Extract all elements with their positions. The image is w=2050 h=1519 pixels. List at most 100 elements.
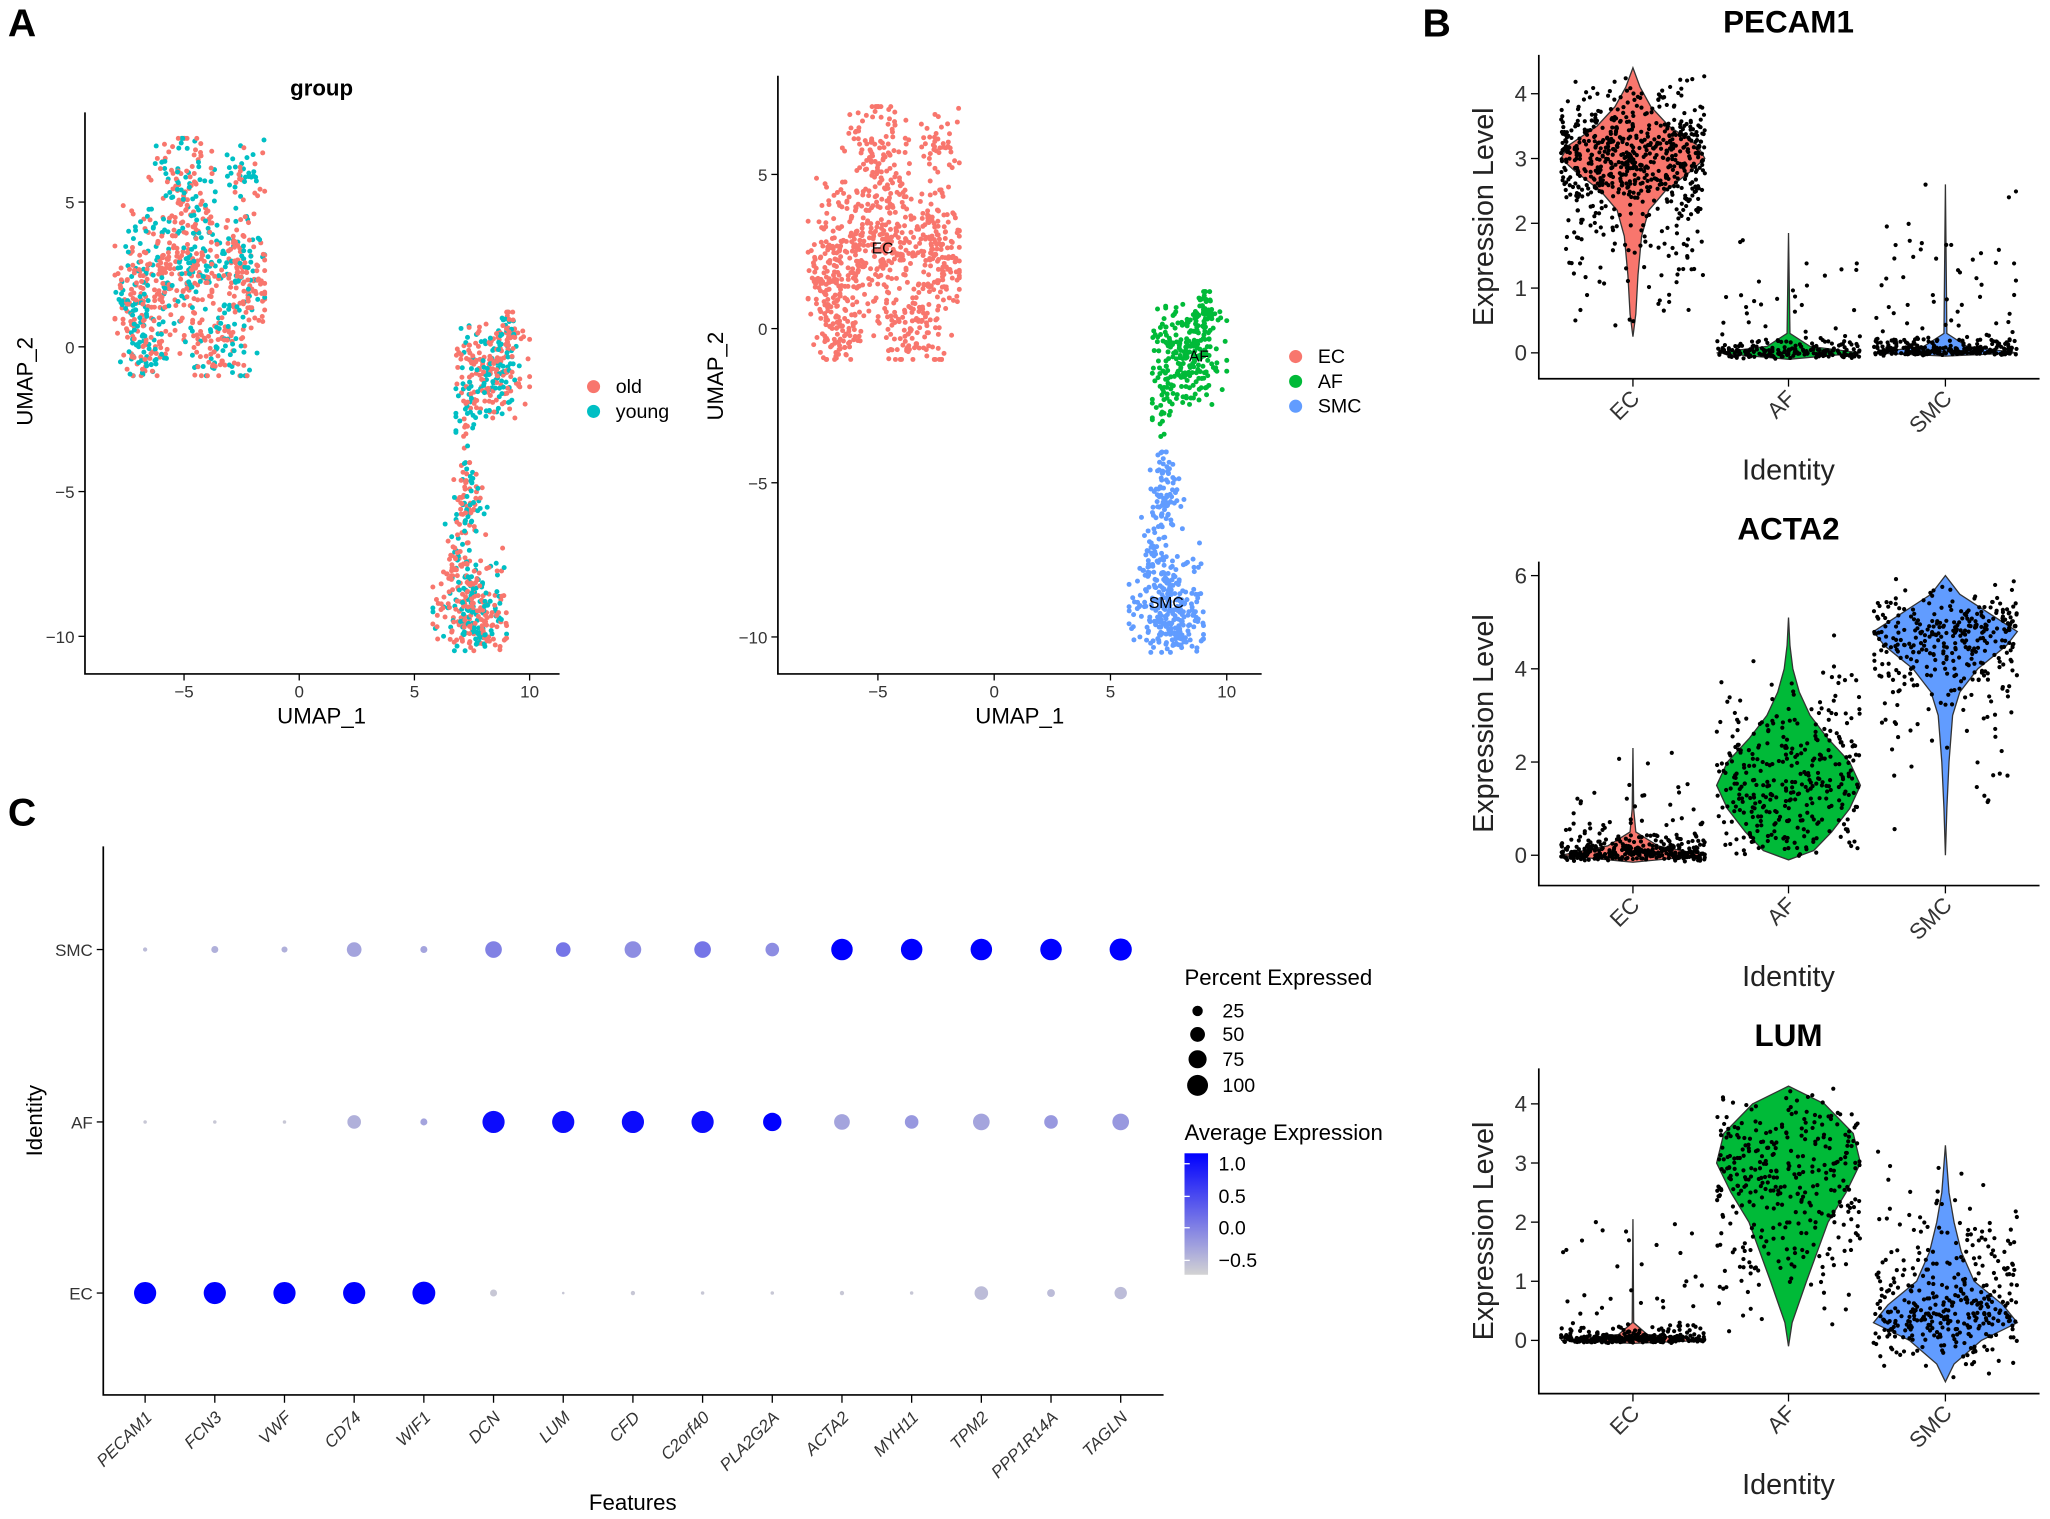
umap-point — [214, 345, 220, 351]
violin-point — [1630, 856, 1635, 862]
violin-point — [1627, 317, 1632, 322]
umap-point — [1163, 623, 1169, 629]
umap-point — [161, 141, 167, 147]
umap-point — [1161, 431, 1167, 437]
violin-point — [1699, 239, 1704, 244]
umap-point — [1156, 348, 1162, 354]
umap-point — [1188, 395, 1194, 401]
umap-point — [948, 245, 954, 251]
violin-point — [1559, 854, 1564, 859]
umap-point — [260, 251, 266, 257]
violin-point — [1570, 184, 1576, 190]
umap-point — [144, 307, 150, 313]
y-tick-label: −10 — [739, 628, 768, 647]
violin-point — [1813, 729, 1818, 734]
violin-point — [1597, 170, 1602, 175]
violin-point — [1563, 246, 1569, 252]
violin-point — [1632, 97, 1637, 102]
umap-point — [1214, 360, 1220, 366]
violin-point — [1792, 294, 1798, 299]
umap-point — [167, 240, 173, 246]
umap-point — [858, 328, 864, 334]
umap-point — [1207, 327, 1213, 333]
umap-point — [835, 297, 841, 303]
umap-point — [866, 188, 872, 194]
violin-point — [1716, 814, 1721, 819]
violin-point — [1689, 168, 1694, 173]
violin-point — [1686, 840, 1691, 845]
umap-point — [234, 264, 240, 270]
umap-point — [163, 355, 169, 361]
umap-point — [477, 495, 483, 501]
violin-point — [1677, 211, 1682, 216]
violin-point — [1741, 835, 1746, 840]
violin-point — [1568, 855, 1573, 860]
umap-point — [495, 405, 501, 411]
violin-point — [1664, 102, 1669, 108]
umap-point — [893, 297, 899, 303]
umap-point — [462, 510, 468, 516]
umap-point — [204, 373, 210, 379]
umap-point — [1171, 311, 1177, 317]
violin-point — [1655, 140, 1660, 145]
umap-point — [927, 192, 933, 198]
x-tick-label: −5 — [868, 682, 887, 701]
violin-point — [1650, 843, 1655, 848]
violin-point — [1911, 254, 1916, 259]
violin-point — [1780, 759, 1785, 764]
violin-point — [1721, 768, 1726, 773]
umap-point — [184, 202, 190, 208]
umap-point — [517, 376, 523, 382]
umap-point — [1168, 374, 1174, 380]
violin-point — [1612, 207, 1617, 212]
violin-point — [1734, 851, 1739, 856]
umap-point — [875, 162, 881, 168]
umap-point — [1175, 616, 1181, 622]
umap-point — [153, 220, 158, 226]
violin-point — [1884, 276, 1889, 281]
violin-point — [1638, 167, 1643, 172]
umap-point — [955, 227, 961, 233]
umap-point — [228, 170, 234, 176]
umap-point — [193, 147, 198, 153]
umap-point — [920, 253, 926, 258]
violin-point — [1790, 346, 1795, 351]
umap-point — [522, 401, 528, 407]
umap-point — [887, 201, 893, 207]
umap-point — [892, 174, 898, 180]
umap-point — [1172, 632, 1178, 638]
violin-point — [1724, 761, 1730, 766]
umap-point — [874, 224, 880, 230]
violin-point — [1649, 110, 1654, 115]
violin-point — [1804, 283, 1810, 288]
umap-point — [490, 415, 496, 421]
umap-point — [467, 460, 473, 466]
violin-point — [1849, 352, 1854, 357]
umap-point — [1176, 627, 1182, 633]
umap-point — [1154, 492, 1160, 498]
umap-point — [874, 267, 880, 273]
umap-point — [824, 287, 830, 293]
umap-point — [133, 297, 139, 303]
umap-point — [174, 186, 180, 192]
umap-point — [191, 296, 197, 302]
umap-point — [890, 180, 896, 186]
umap-point — [942, 235, 948, 241]
umap-point — [837, 321, 843, 327]
umap-point — [1186, 385, 1192, 391]
violin-point — [1592, 214, 1597, 219]
umap-point — [908, 327, 914, 333]
umap-point — [927, 317, 933, 323]
umap-point — [483, 590, 489, 596]
violin-point — [1578, 799, 1584, 804]
umap-point — [203, 353, 209, 359]
umap-point — [154, 155, 160, 161]
umap-point — [873, 295, 879, 301]
umap-point — [1170, 461, 1176, 467]
umap-point — [478, 339, 484, 345]
umap-point — [1222, 338, 1228, 344]
umap-point — [117, 359, 123, 365]
violin-point — [1611, 194, 1616, 199]
umap-point — [861, 161, 866, 167]
violin-point — [1748, 354, 1753, 359]
